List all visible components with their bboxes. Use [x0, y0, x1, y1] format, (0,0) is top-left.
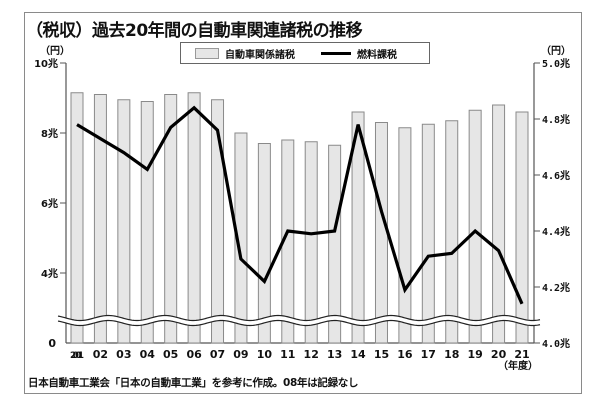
bar [398, 127, 412, 344]
bar [468, 109, 482, 344]
bar [234, 132, 248, 344]
legend-line-swatch [321, 51, 351, 55]
svg-text:15: 15 [374, 348, 389, 361]
svg-text:4.0兆: 4.0兆 [542, 337, 570, 350]
svg-text:18: 18 [444, 348, 459, 361]
chart-title: （税収）過去20年間の自動車関連諸税の推移 [26, 21, 363, 41]
svg-text:10: 10 [257, 348, 273, 361]
svg-text:4.4兆: 4.4兆 [542, 225, 570, 238]
right-axis-unit: （円） [541, 46, 571, 57]
bar [421, 123, 435, 344]
bar [351, 111, 365, 344]
svg-text:4兆: 4兆 [41, 267, 58, 280]
bar [117, 99, 131, 344]
svg-text:02: 02 [93, 348, 108, 361]
svg-text:4.8兆: 4.8兆 [542, 113, 570, 126]
svg-text:19: 19 [468, 348, 483, 361]
bar [257, 143, 271, 344]
svg-text:06: 06 [186, 348, 202, 361]
svg-text:07: 07 [210, 348, 225, 361]
svg-text:11: 11 [280, 348, 295, 361]
svg-text:12: 12 [304, 348, 319, 361]
svg-text:09: 09 [233, 348, 248, 361]
legend: 自動車関係諸税 燃料課税 [180, 42, 430, 64]
svg-text:04: 04 [140, 348, 156, 361]
svg-text:8兆: 8兆 [41, 127, 58, 140]
svg-text:0: 0 [48, 337, 56, 350]
bar [211, 99, 225, 344]
legend-bar-swatch [195, 47, 219, 59]
source-note: 日本自動車工業会「日本の自動車工業」を参考に作成。08年は記録なし [28, 377, 359, 389]
bar [164, 94, 178, 344]
svg-text:17: 17 [421, 348, 436, 361]
svg-text:16: 16 [397, 348, 413, 361]
bar [445, 120, 459, 344]
svg-text:21: 21 [514, 348, 529, 361]
legend-line-label: 燃料課税 [357, 49, 397, 61]
svg-text:20: 20 [491, 348, 507, 361]
bar [70, 92, 84, 344]
svg-text:05: 05 [163, 348, 178, 361]
svg-text:6兆: 6兆 [41, 197, 58, 210]
fuel-tax-line [76, 105, 524, 305]
svg-text:5.0兆: 5.0兆 [542, 57, 570, 70]
bar [328, 144, 342, 344]
bar [374, 122, 388, 344]
svg-text:10兆: 10兆 [34, 57, 58, 70]
legend-bar-label: 自動車関係諸税 [225, 49, 295, 61]
svg-text:13: 13 [327, 348, 342, 361]
left-axis-unit: （円） [40, 46, 70, 57]
svg-text:2001: 2001 [70, 351, 84, 361]
svg-text:4.6兆: 4.6兆 [542, 169, 570, 182]
bar [492, 104, 506, 344]
svg-text:4.2兆: 4.2兆 [542, 281, 570, 294]
x-axis-unit: （年度） [498, 361, 538, 372]
chart-frame [24, 12, 582, 394]
bar [93, 94, 107, 344]
bar [515, 111, 529, 344]
bar [304, 141, 318, 344]
bar [187, 92, 201, 344]
svg-text:03: 03 [116, 348, 131, 361]
svg-text:14: 14 [350, 348, 366, 361]
bar [140, 101, 154, 344]
